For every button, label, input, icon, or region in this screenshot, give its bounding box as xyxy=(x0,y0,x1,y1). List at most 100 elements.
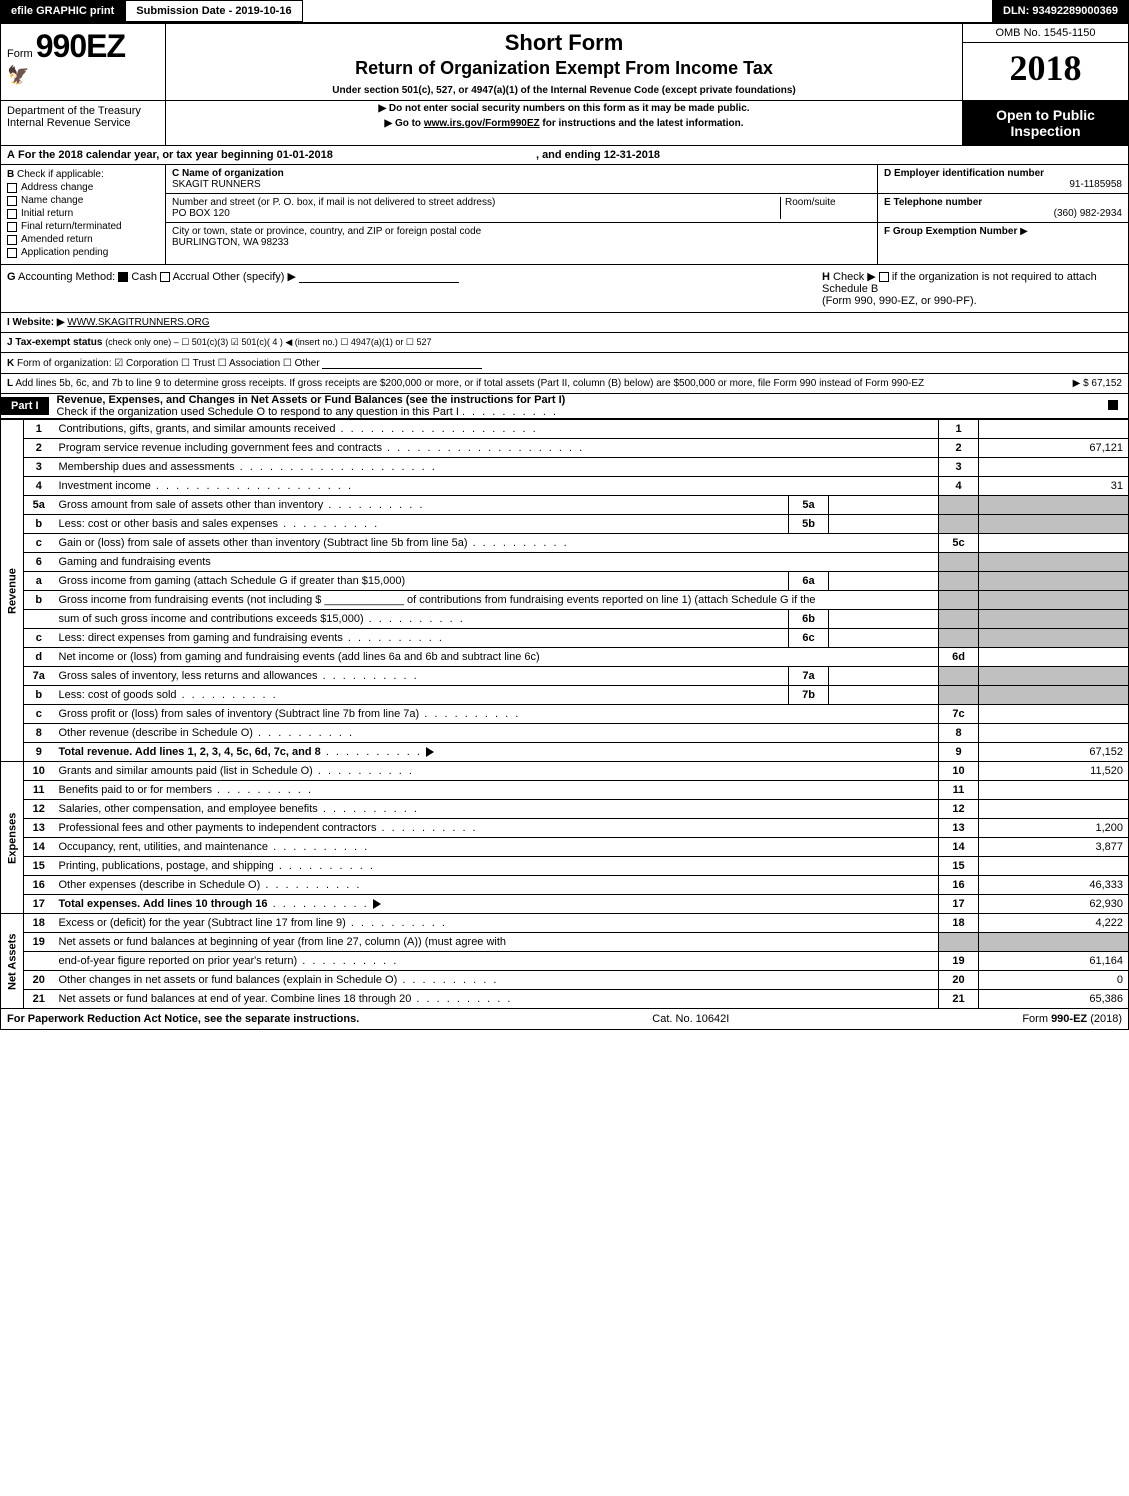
table-row: d Net income or (loss) from gaming and f… xyxy=(1,648,1129,667)
chk-label: Application pending xyxy=(21,247,108,258)
line-right-no: 8 xyxy=(939,724,979,743)
checkbox-icon xyxy=(7,183,17,193)
irs-eagle-icon: 🦅 xyxy=(7,65,159,86)
table-row: b Gross income from fundraising events (… xyxy=(1,591,1129,610)
checkbox-icon xyxy=(7,196,17,206)
under-section-text: Under section 501(c), 527, or 4947(a)(1)… xyxy=(172,85,956,96)
checkbox-accrual-icon[interactable] xyxy=(160,272,170,282)
page-footer: For Paperwork Reduction Act Notice, see … xyxy=(0,1009,1129,1030)
line-right-val xyxy=(979,648,1129,667)
part1-lines-table: Revenue 1 Contributions, gifts, grants, … xyxy=(0,419,1129,1009)
line-no: 21 xyxy=(24,990,54,1009)
irs-form-link[interactable]: www.irs.gov/Form990EZ xyxy=(424,118,540,129)
ein-label: D Employer identification number xyxy=(884,168,1044,179)
omb-number: OMB No. 1545-1150 xyxy=(963,24,1128,43)
section-i: I Website: ▶ WWW.SKAGITRUNNERS.ORG xyxy=(0,313,1129,333)
section-j-text: (check only one) – ☐ 501(c)(3) ☑ 501(c)(… xyxy=(105,337,431,347)
website-label: I Website: ▶ xyxy=(7,317,65,328)
city-row: City or town, state or province, country… xyxy=(166,223,877,251)
section-a-label: A xyxy=(7,149,15,161)
section-h-text3: (Form 990, 990-EZ, or 990-PF). xyxy=(822,295,977,307)
line-desc: Other expenses (describe in Schedule O) xyxy=(54,876,939,895)
phone-value: (360) 982-2934 xyxy=(884,208,1122,219)
chk-label: Address change xyxy=(21,182,93,193)
efile-print-button[interactable]: efile GRAPHIC print xyxy=(0,0,125,22)
line-right-no xyxy=(939,496,979,515)
part1-tag: Part I xyxy=(1,397,49,415)
table-row: 20 Other changes in net assets or fund b… xyxy=(1,971,1129,990)
org-name-row: C Name of organization SKAGIT RUNNERS xyxy=(166,165,877,194)
section-l-amount: ▶ $ 67,152 xyxy=(1073,378,1122,389)
line-mini-val xyxy=(829,515,939,534)
form-header-row2: Department of the Treasury Internal Reve… xyxy=(0,101,1129,146)
right-header-cell: OMB No. 1545-1150 2018 xyxy=(963,24,1128,100)
submission-date-label: Submission Date - 2019-10-16 xyxy=(125,0,302,22)
ssn-warning: ▶ Do not enter social security numbers o… xyxy=(166,101,962,116)
dln-label: DLN: 93492289000369 xyxy=(992,0,1129,22)
table-row: b Less: cost or other basis and sales ex… xyxy=(1,515,1129,534)
line-mini-val xyxy=(829,686,939,705)
check-initial-return[interactable]: Initial return xyxy=(7,208,159,219)
chk-label: Name change xyxy=(21,195,83,206)
footer-left: For Paperwork Reduction Act Notice, see … xyxy=(7,1013,359,1025)
line-desc: Occupancy, rent, utilities, and maintena… xyxy=(54,838,939,857)
check-address-change[interactable]: Address change xyxy=(7,182,159,193)
check-name-change[interactable]: Name change xyxy=(7,195,159,206)
line-right-no xyxy=(939,610,979,629)
line-no: 9 xyxy=(24,743,54,762)
check-final-return[interactable]: Final return/terminated xyxy=(7,221,159,232)
section-j-label: J Tax-exempt status xyxy=(7,337,102,348)
table-row: c Gain or (loss) from sale of assets oth… xyxy=(1,534,1129,553)
line-right-no xyxy=(939,572,979,591)
section-d: D Employer identification number 91-1185… xyxy=(878,165,1128,194)
section-g: G Accounting Method: Cash Accrual Other … xyxy=(7,270,459,283)
other-org-input[interactable] xyxy=(322,357,482,369)
line-mini-val xyxy=(829,572,939,591)
table-row: 13 Professional fees and other payments … xyxy=(1,819,1129,838)
other-specify-input[interactable] xyxy=(299,271,459,283)
form-header: Form 990EZ 🦅 Short Form Return of Organi… xyxy=(0,23,1129,101)
line-right-no xyxy=(939,553,979,572)
line-desc: Net assets or fund balances at beginning… xyxy=(54,933,939,952)
line-right-no xyxy=(939,629,979,648)
check-application-pending[interactable]: Application pending xyxy=(7,247,159,258)
checkbox-schedule-b-icon[interactable] xyxy=(879,272,889,282)
line-right-val: 46,333 xyxy=(979,876,1129,895)
phone-label: E Telephone number xyxy=(884,197,982,208)
top-bar-left: efile GRAPHIC print Submission Date - 20… xyxy=(0,0,303,22)
line-no: 18 xyxy=(24,914,54,933)
checkbox-cash-icon[interactable] xyxy=(118,272,128,282)
line-mini-no: 6b xyxy=(789,610,829,629)
line-no: 3 xyxy=(24,458,54,477)
org-info-block: B Check if applicable: Address change Na… xyxy=(0,165,1129,265)
section-a-text: For the 2018 calendar year, or tax year … xyxy=(18,149,333,161)
section-j: J Tax-exempt status (check only one) – ☐… xyxy=(0,333,1129,353)
line-desc: Printing, publications, postage, and shi… xyxy=(54,857,939,876)
line-desc: Less: direct expenses from gaming and fu… xyxy=(54,629,789,648)
website-link[interactable]: WWW.SKAGITRUNNERS.ORG xyxy=(67,317,209,328)
open-public-line2: Inspection xyxy=(1010,123,1080,139)
table-row: 14 Occupancy, rent, utilities, and maint… xyxy=(1,838,1129,857)
line-desc: sum of such gross income and contributio… xyxy=(54,610,789,629)
part1-checkbox-icon[interactable] xyxy=(1108,400,1118,410)
table-row: 9 Total revenue. Add lines 1, 2, 3, 4, 5… xyxy=(1,743,1129,762)
line-right-val xyxy=(979,572,1129,591)
line-no: 20 xyxy=(24,971,54,990)
line-desc: Less: cost or other basis and sales expe… xyxy=(54,515,789,534)
cash-label: Cash xyxy=(131,271,157,283)
check-amended-return[interactable]: Amended return xyxy=(7,234,159,245)
line-right-no: 14 xyxy=(939,838,979,857)
line-no: 10 xyxy=(24,762,54,781)
line-right-val xyxy=(979,420,1129,439)
line-desc: Gaming and fundraising events xyxy=(54,553,939,572)
line-right-val xyxy=(979,629,1129,648)
line-desc: Program service revenue including govern… xyxy=(54,439,939,458)
section-def: D Employer identification number 91-1185… xyxy=(878,165,1128,264)
table-row: 12 Salaries, other compensation, and emp… xyxy=(1,800,1129,819)
part1-title: Revenue, Expenses, and Changes in Net As… xyxy=(57,394,566,406)
line-right-no xyxy=(939,933,979,952)
line-no: 16 xyxy=(24,876,54,895)
line-right-no: 12 xyxy=(939,800,979,819)
line-right-val: 62,930 xyxy=(979,895,1129,914)
group-exemption-label: F Group Exemption Number xyxy=(884,226,1017,237)
